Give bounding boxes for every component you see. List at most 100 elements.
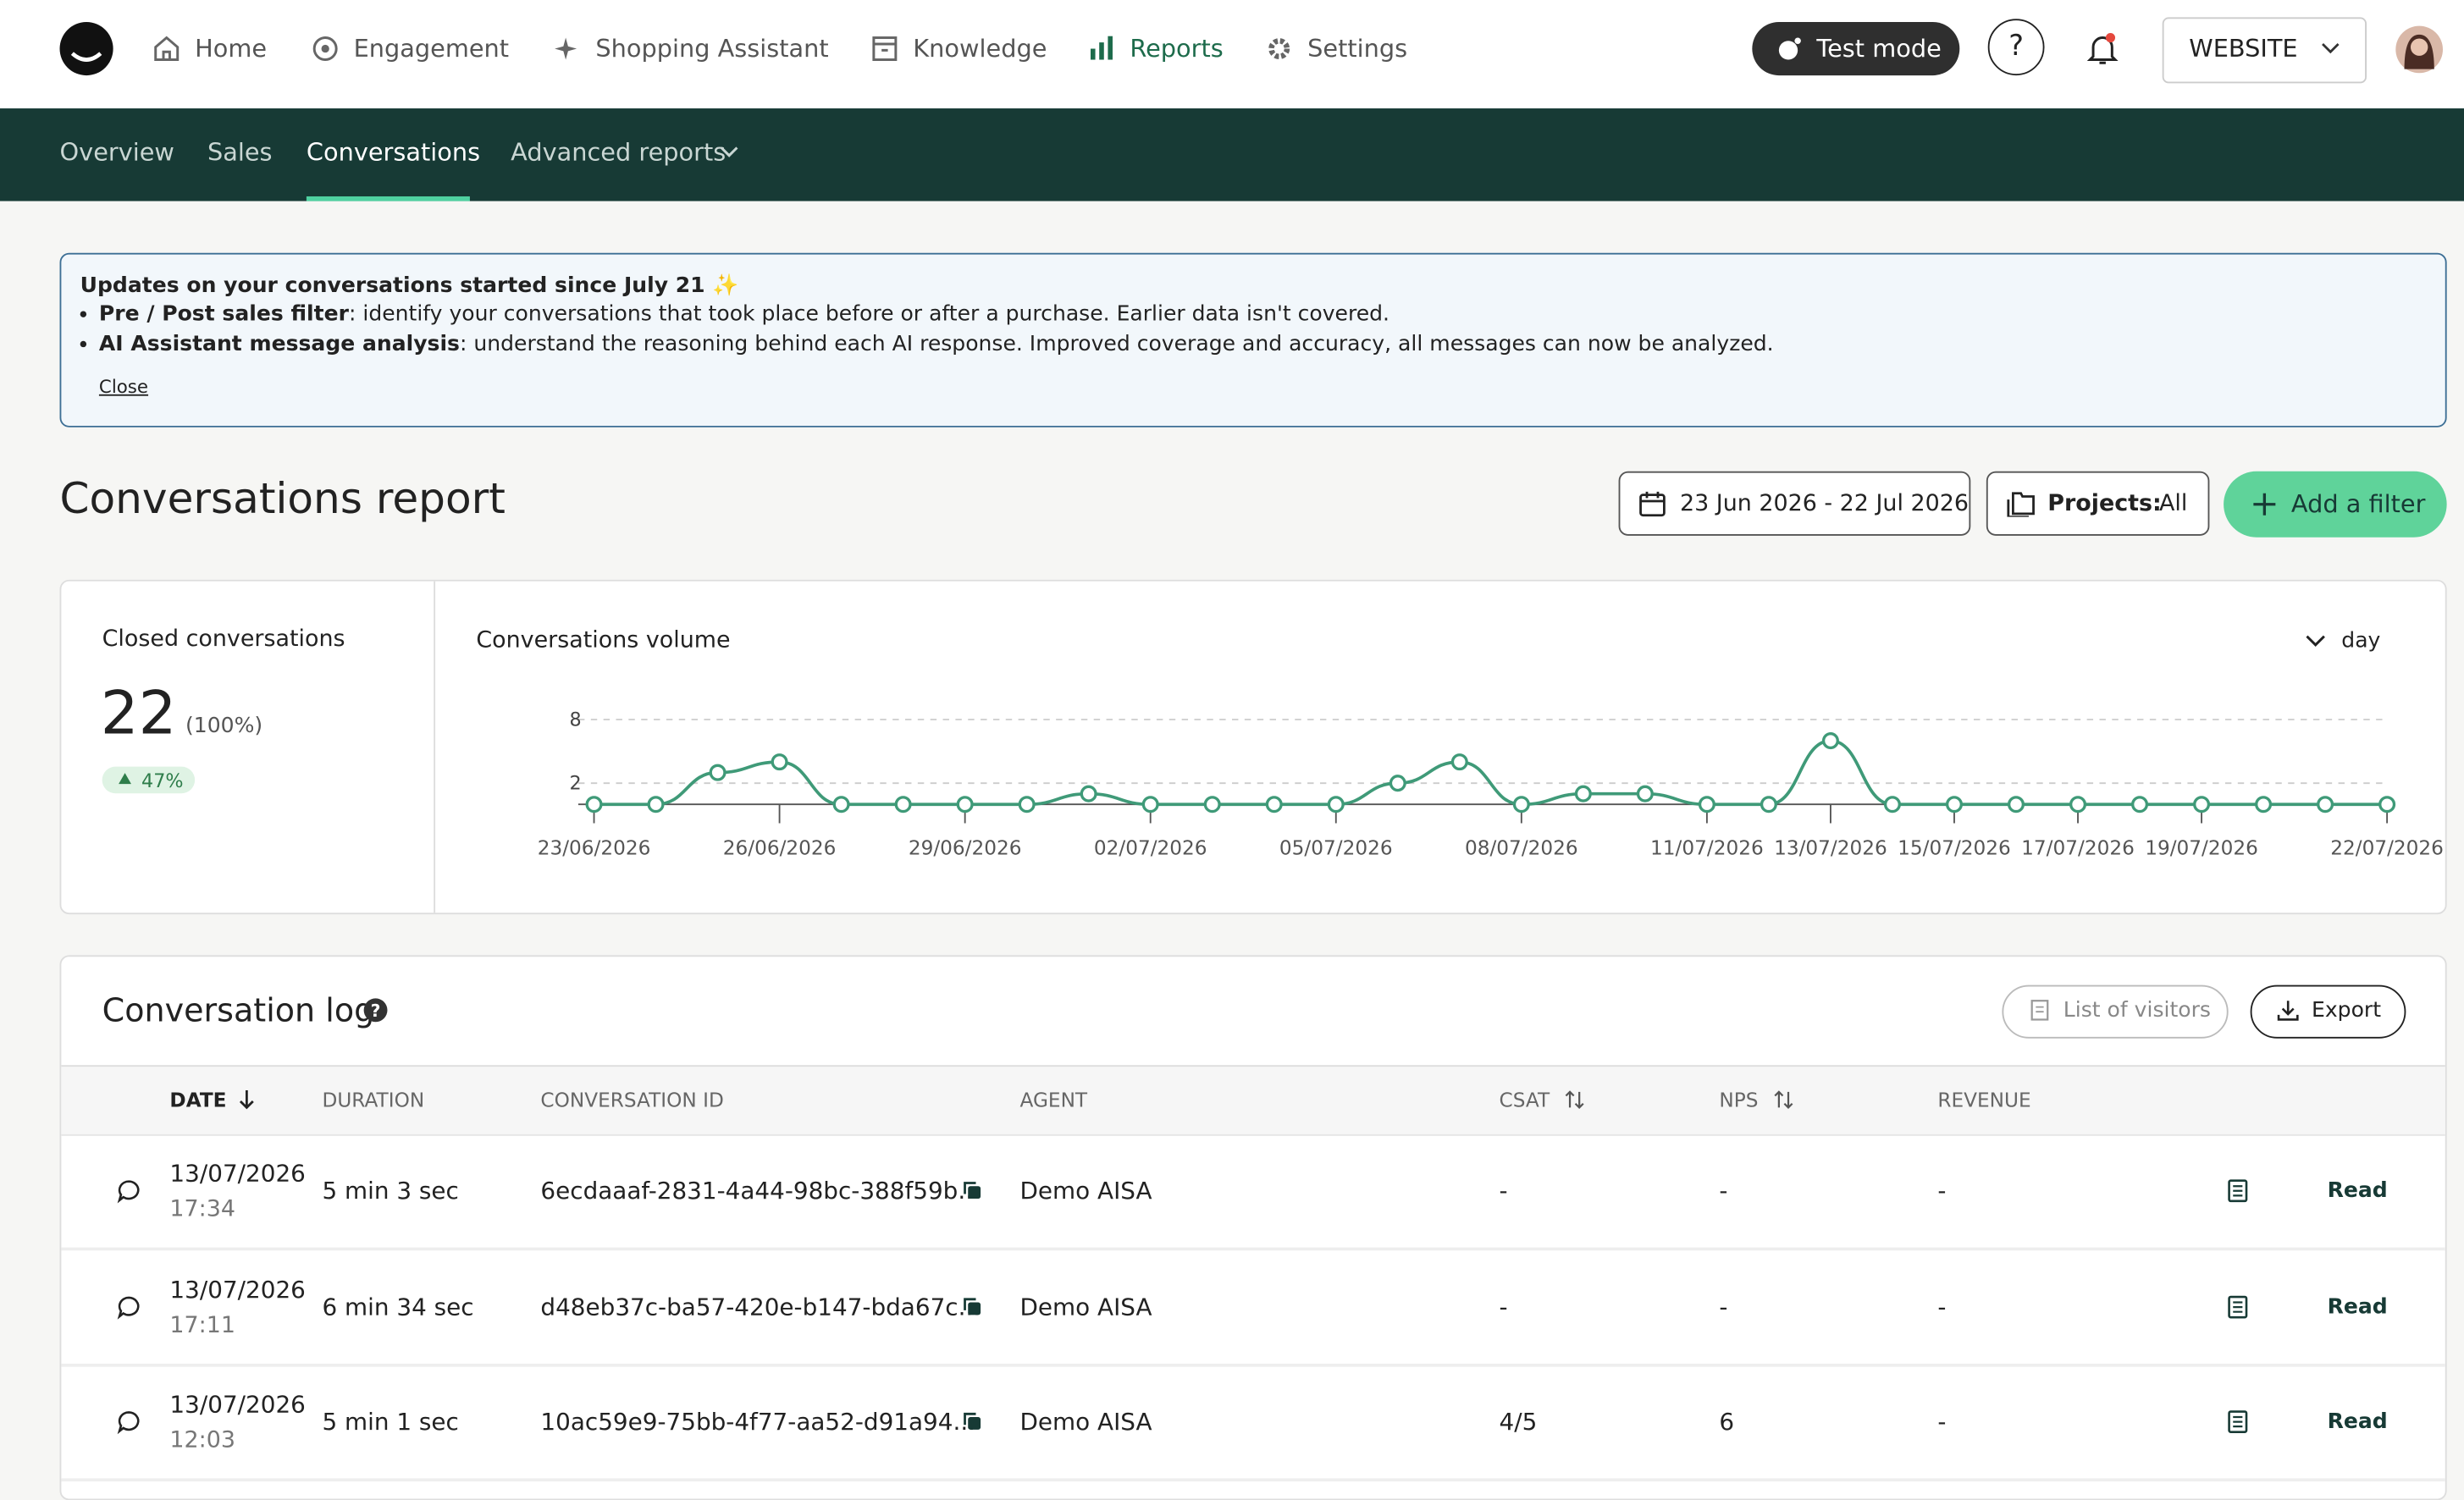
transcript-icon[interactable]	[2225, 1293, 2251, 1319]
chevron[interactable]	[2306, 633, 2326, 649]
column-header[interactable]: DATE	[169, 1088, 227, 1112]
nav-item[interactable]: Settings	[1307, 34, 1408, 63]
row-date: 13/07/2026	[169, 1159, 306, 1188]
banner-item-bold: Pre / Post sales filter	[98, 301, 349, 328]
nav-item[interactable]: Reports	[1130, 34, 1224, 63]
row-divider	[61, 1247, 2445, 1251]
export-button[interactable]	[2250, 984, 2406, 1039]
banner-item-bold: AI Assistant message analysis	[98, 331, 460, 357]
list-visitors-button[interactable]	[2002, 984, 2229, 1039]
column-header[interactable]: CSAT	[1499, 1088, 1550, 1112]
row-time: 12:03	[169, 1428, 236, 1453]
row-revenue: -	[1937, 1177, 1947, 1205]
banner-close[interactable]: Close	[98, 375, 149, 398]
x-tick-label: 19/07/2026	[2145, 837, 2258, 860]
up-arrow	[119, 773, 131, 785]
nav-icon	[1268, 38, 1290, 60]
column-header[interactable]: NPS	[1719, 1088, 1759, 1112]
y-tick-label: 8	[570, 709, 582, 731]
icon-shape	[2233, 1185, 2243, 1197]
interval-select[interactable]: day	[2341, 628, 2381, 654]
notifications[interactable]	[2086, 31, 2120, 66]
row-nps: 6	[1719, 1407, 1735, 1437]
data-point	[1574, 785, 1592, 802]
read-link[interactable]: Read	[2327, 1293, 2388, 1320]
row-duration: 5 min 3 sec	[322, 1177, 459, 1205]
x-tick-label: 23/06/2026	[538, 837, 651, 860]
column-header: DURATION	[322, 1088, 425, 1112]
data-point	[1512, 796, 1530, 813]
avatar[interactable]	[2395, 25, 2444, 74]
icon-shape	[968, 1417, 981, 1430]
copy-icon[interactable]	[960, 1178, 986, 1204]
sort-icon[interactable]	[1772, 1089, 1794, 1111]
chart-title: Conversations volume	[476, 628, 731, 654]
icon-shape	[964, 1182, 976, 1194]
stat-value: 22	[100, 678, 177, 748]
x-tick-label: 26/06/2026	[723, 837, 837, 860]
sub-nav-item[interactable]: Sales	[207, 138, 273, 167]
help-icon[interactable]: ?	[363, 997, 389, 1023]
row-time: 17:34	[169, 1197, 236, 1222]
row-csat: -	[1499, 1292, 1508, 1321]
column-header: CONVERSATION ID	[540, 1088, 724, 1112]
read-link[interactable]: Read	[2327, 1409, 2388, 1435]
data-point	[1080, 785, 1097, 802]
nav-item[interactable]: Home	[195, 34, 268, 63]
projects-button[interactable]	[1986, 471, 2210, 536]
icon-shape	[239, 1089, 254, 1110]
svg-text:?: ?	[371, 1001, 381, 1021]
x-tick-label: 17/07/2026	[2021, 837, 2135, 860]
chat-icon	[117, 1180, 140, 1204]
data-point	[1327, 796, 1345, 813]
row-date: 13/07/2026	[169, 1275, 306, 1304]
icon-shape	[2228, 1410, 2248, 1433]
volume-chart: 2 8 23/06/2026 26/06/2026 29/06/2026 02/07/20…	[538, 709, 2444, 860]
sub-nav-item[interactable]: Overview	[59, 138, 174, 167]
row-divider	[61, 1362, 2445, 1366]
data-point	[1265, 796, 1283, 813]
x-tick-label: 11/07/2026	[1650, 837, 1764, 860]
projects-label: Projects:	[2047, 491, 2162, 517]
icon-shape	[1565, 1090, 1584, 1109]
row-time: 17:11	[169, 1312, 236, 1338]
copy-icon[interactable]	[960, 1409, 986, 1435]
logo[interactable]	[58, 20, 115, 77]
transcript-icon[interactable]	[2225, 1409, 2251, 1435]
help-button[interactable]: ?	[1987, 19, 2045, 76]
data-point	[2131, 796, 2149, 813]
transcript-icon[interactable]	[2225, 1178, 2251, 1204]
active-indicator	[306, 196, 470, 201]
icon-shape	[968, 1301, 981, 1315]
nav-item[interactable]: Engagement	[353, 34, 510, 63]
sort-icon[interactable]	[1564, 1089, 1586, 1111]
x-tick-label: 22/07/2026	[2330, 837, 2444, 860]
icon-shape	[1108, 36, 1113, 60]
read-link[interactable]: Read	[2327, 1177, 2388, 1204]
icon-shape	[964, 1297, 976, 1310]
nav-icon	[872, 36, 898, 62]
banner-item-text: : understand the reasoning behind each A…	[459, 331, 1774, 357]
row-divider	[61, 1478, 2445, 1482]
data-point	[1945, 796, 1963, 813]
nav-item[interactable]: Knowledge	[913, 34, 1047, 63]
sort-icon[interactable]	[235, 1089, 257, 1111]
icon-shape	[968, 1186, 981, 1199]
projects-value: All	[2159, 491, 2188, 517]
sub-nav-item[interactable]: Conversations	[306, 138, 481, 167]
date-range-button[interactable]	[1618, 471, 1971, 536]
sub-nav-item[interactable]: Advanced reports	[511, 138, 726, 167]
row-nps: -	[1719, 1292, 1728, 1321]
chevron-path	[720, 146, 738, 157]
list-icon	[2030, 1000, 2049, 1021]
list-visitors-label: List of visitors	[2063, 997, 2211, 1023]
icon-shape	[555, 37, 577, 60]
download-icon	[2277, 1001, 2299, 1021]
row-agent: Demo AISA	[1019, 1292, 1152, 1321]
icon-shape	[154, 36, 180, 62]
data-point	[771, 753, 788, 771]
x-tick-label: 05/07/2026	[1279, 837, 1393, 860]
data-point	[1636, 785, 1654, 802]
copy-icon[interactable]	[960, 1293, 986, 1319]
nav-item[interactable]: Shopping Assistant	[595, 34, 829, 63]
